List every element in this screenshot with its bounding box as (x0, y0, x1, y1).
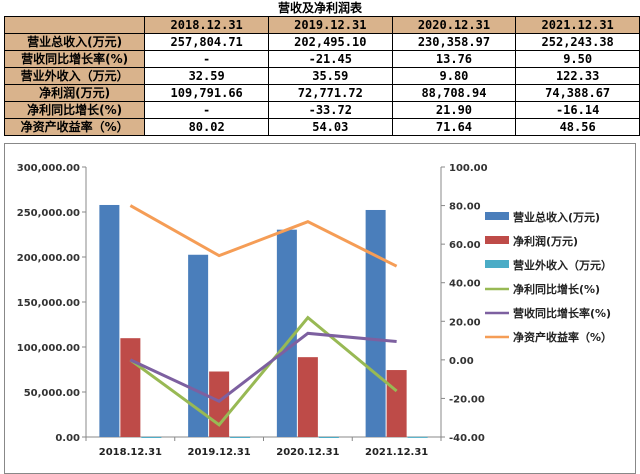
column-header (3, 16, 146, 34)
row-label: 营收同比增长率(%) (3, 50, 146, 68)
column-header: 2018.12.31 (144, 16, 269, 34)
table-row: 营业总收入(万元) 257,804.71 202,495.10 230,358.97 2… (3, 33, 640, 51)
cell: 72,771.72 (267, 84, 393, 102)
bar (209, 371, 230, 437)
cell: 80.02 (144, 118, 269, 136)
right-tick-label: 40.00 (449, 279, 481, 290)
row-label: 净利同比增长(%) (3, 101, 146, 119)
cell: - (144, 101, 269, 119)
cell: 71.64 (391, 118, 517, 136)
right-tick-label: 100.00 (449, 163, 488, 174)
series-line (129, 315, 398, 427)
bar (230, 436, 251, 438)
left-tick-label: 150,000.00 (17, 298, 80, 309)
legend-label: 营业外收入（万元） (513, 258, 612, 272)
left-tick-label: 0.00 (55, 433, 80, 444)
bar (407, 436, 428, 438)
right-tick-label: 80.00 (449, 202, 481, 213)
bar (386, 370, 407, 437)
cell: 21.90 (391, 101, 517, 119)
cell: 109,791.66 (144, 84, 269, 102)
right-tick-label: 60.00 (449, 240, 481, 251)
cell: 9.50 (515, 50, 640, 68)
bar (276, 229, 297, 437)
bar (365, 209, 386, 437)
bar (318, 436, 339, 438)
cell: 35.59 (267, 67, 393, 85)
cell: 54.03 (267, 118, 393, 136)
column-header: 2020.12.31 (391, 16, 517, 34)
cell: 88,708.94 (391, 84, 517, 102)
right-tick-label: 0.00 (449, 356, 474, 367)
row-label: 净资产收益率（%） (3, 118, 146, 136)
column-header: 2021.12.31 (515, 16, 640, 34)
row-label: 净利润(万元) (3, 84, 146, 102)
legend-label: 营业总收入(万元) (513, 210, 600, 224)
cell: 13.76 (391, 50, 517, 68)
bar (120, 338, 141, 437)
cell: 48.56 (515, 118, 640, 136)
cell: -33.72 (267, 101, 393, 119)
legend-label: 营收同比增长率(%) (513, 306, 611, 320)
table-row: 净利润(万元) 109,791.66 72,771.72 88,708.94 74,38… (3, 84, 640, 102)
legend-swatch (485, 260, 509, 268)
series-line (129, 331, 397, 403)
column-header: 2019.12.31 (267, 16, 393, 34)
cell: 252,243.38 (515, 33, 640, 51)
right-tick-label: 20.00 (449, 317, 481, 328)
bar (297, 357, 318, 437)
legend-label: 净资产收益率（%） (513, 330, 612, 344)
cell: -16.14 (515, 101, 640, 119)
left-tick-label: 250,000.00 (17, 208, 80, 219)
legend-swatch (485, 212, 509, 220)
bar (141, 436, 162, 438)
bar (99, 204, 120, 437)
cell: 202,495.10 (267, 33, 393, 51)
table-row: 净利同比增长(%) - -33.72 21.90 -16.14 (3, 101, 640, 119)
cell: 9.80 (391, 67, 517, 85)
row-label: 营业总收入(万元) (3, 33, 146, 51)
table-row: 营业外收入（万元） 32.59 35.59 9.80 122.33 (3, 67, 640, 85)
legend-label: 净利润(万元) (513, 234, 578, 248)
table-row: 净资产收益率（%） 80.02 54.03 71.64 48.56 (3, 118, 640, 136)
table-row: 营收同比增长率(%) - -21.45 13.76 9.50 (3, 50, 640, 68)
cell: 257,804.71 (144, 33, 269, 51)
combo-chart: 0.00 50,000.00 100,000.00 150,000.00 200,000… (4, 143, 636, 474)
category-label: 2020.12.31 (276, 447, 339, 458)
financial-table: 2018.12.31 2019.12.31 2020.12.31 2021.12.31… (3, 16, 640, 136)
category-label: 2018.12.31 (99, 447, 162, 458)
row-label: 营业外收入（万元） (3, 67, 146, 85)
header-row: 2018.12.31 2019.12.31 2020.12.31 2021.12.31 (3, 16, 640, 34)
right-tick-label: -40.00 (449, 433, 485, 444)
legend-label: 净利同比增长(%) (513, 282, 600, 296)
cell: 32.59 (144, 67, 269, 85)
left-tick-label: 50,000.00 (24, 388, 80, 399)
legend-swatch (485, 236, 509, 244)
cell: 122.33 (515, 67, 640, 85)
cell: -21.45 (267, 50, 393, 68)
cell: - (144, 50, 269, 68)
category-label: 2019.12.31 (187, 447, 250, 458)
category-label: 2021.12.31 (365, 447, 428, 458)
table-title: 营收及净利润表 (277, 1, 362, 15)
left-tick-label: 100,000.00 (17, 343, 80, 354)
bar (188, 254, 209, 437)
right-tick-label: -20.00 (449, 394, 485, 405)
series-line (129, 204, 398, 268)
left-tick-label: 200,000.00 (17, 253, 80, 264)
cell: 74,388.67 (515, 84, 640, 102)
left-tick-label: 300,000.00 (17, 163, 80, 174)
cell: 230,358.97 (391, 33, 517, 51)
